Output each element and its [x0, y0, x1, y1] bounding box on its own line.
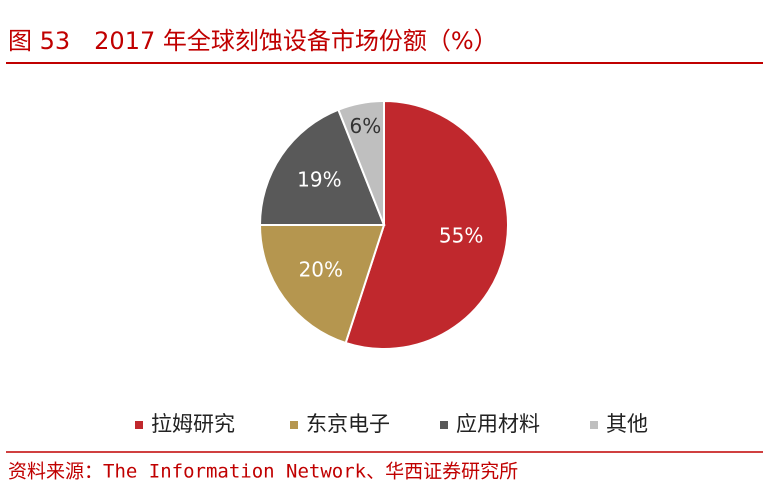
legend-marker: [290, 421, 298, 429]
pie-slice: [258, 108, 386, 226]
source: 资料来源：The Information Network、华西证券研究所: [8, 461, 518, 483]
pie-slice: [258, 224, 386, 345]
legend-label: 东京电子: [306, 412, 390, 436]
chart-title: 图 53 2017 年全球刻蚀设备市场份额（%）: [8, 27, 498, 55]
legend-marker: [590, 421, 598, 429]
data-label: 20%: [299, 257, 343, 281]
legend-label: 拉姆研究: [151, 412, 235, 436]
legend-marker: [440, 421, 448, 429]
data-label: 19%: [297, 168, 341, 192]
data-label: 6%: [350, 114, 382, 138]
pie-slice: [344, 99, 509, 350]
data-label: 55%: [439, 224, 483, 248]
pie-slice: [337, 99, 385, 226]
legend-marker: [135, 421, 143, 429]
legend-label: 其他: [606, 412, 648, 436]
legend-label: 应用材料: [456, 412, 540, 436]
